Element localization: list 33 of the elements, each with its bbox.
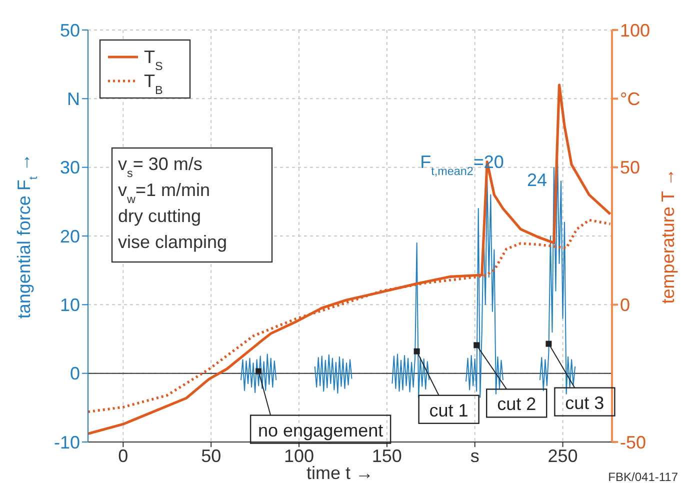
x-tick-label: 0 <box>118 446 128 466</box>
x-tick-label: 100 <box>284 446 314 466</box>
y-tick-label: 30 <box>60 158 80 178</box>
y2-tick-label: -50 <box>620 432 646 452</box>
y2-axis-title: temperature T → <box>658 168 678 304</box>
y-tick-label: 50 <box>60 20 80 40</box>
annotation: no engagement <box>258 420 384 440</box>
y2-tick-label: 100 <box>620 20 650 40</box>
annotation: 24 <box>526 170 548 190</box>
y-tick-label: N <box>67 89 80 110</box>
y2-tick-label: 50 <box>620 158 640 178</box>
legend-label: T$_{S}$ <box>144 47 163 72</box>
annotation: v$_{s}$= 30 m/s <box>118 154 202 180</box>
annotation: vise clamping <box>118 232 228 252</box>
annotation: cut 2 <box>497 394 536 414</box>
annotation: cut 1 <box>429 400 468 420</box>
y-tick-label: -10 <box>54 432 80 452</box>
annotation: v$_{w}$=1 m/min <box>118 180 210 206</box>
y2-tick-label: 0 <box>620 295 630 316</box>
annotation: cut 3 <box>565 392 604 413</box>
x-tick-label: 50 <box>201 446 222 466</box>
text: FBK/041-117 <box>608 470 678 483</box>
x-tick-label: 250 <box>548 446 578 466</box>
y-tick-label: 0 <box>70 364 80 384</box>
y2-tick-label: °C <box>620 89 640 110</box>
x-tick-label: 150 <box>372 446 402 466</box>
legend-label: T$_{B}$ <box>144 71 163 96</box>
x-axis-title: time t → <box>306 463 374 483</box>
annotation: F$_{t,mean2}$=20 <box>420 152 504 178</box>
annotation: dry cutting <box>118 206 202 226</box>
x-tick-label: s <box>470 446 480 466</box>
y-tick-label: 20 <box>60 226 80 246</box>
y-tick-label: 10 <box>60 295 80 316</box>
